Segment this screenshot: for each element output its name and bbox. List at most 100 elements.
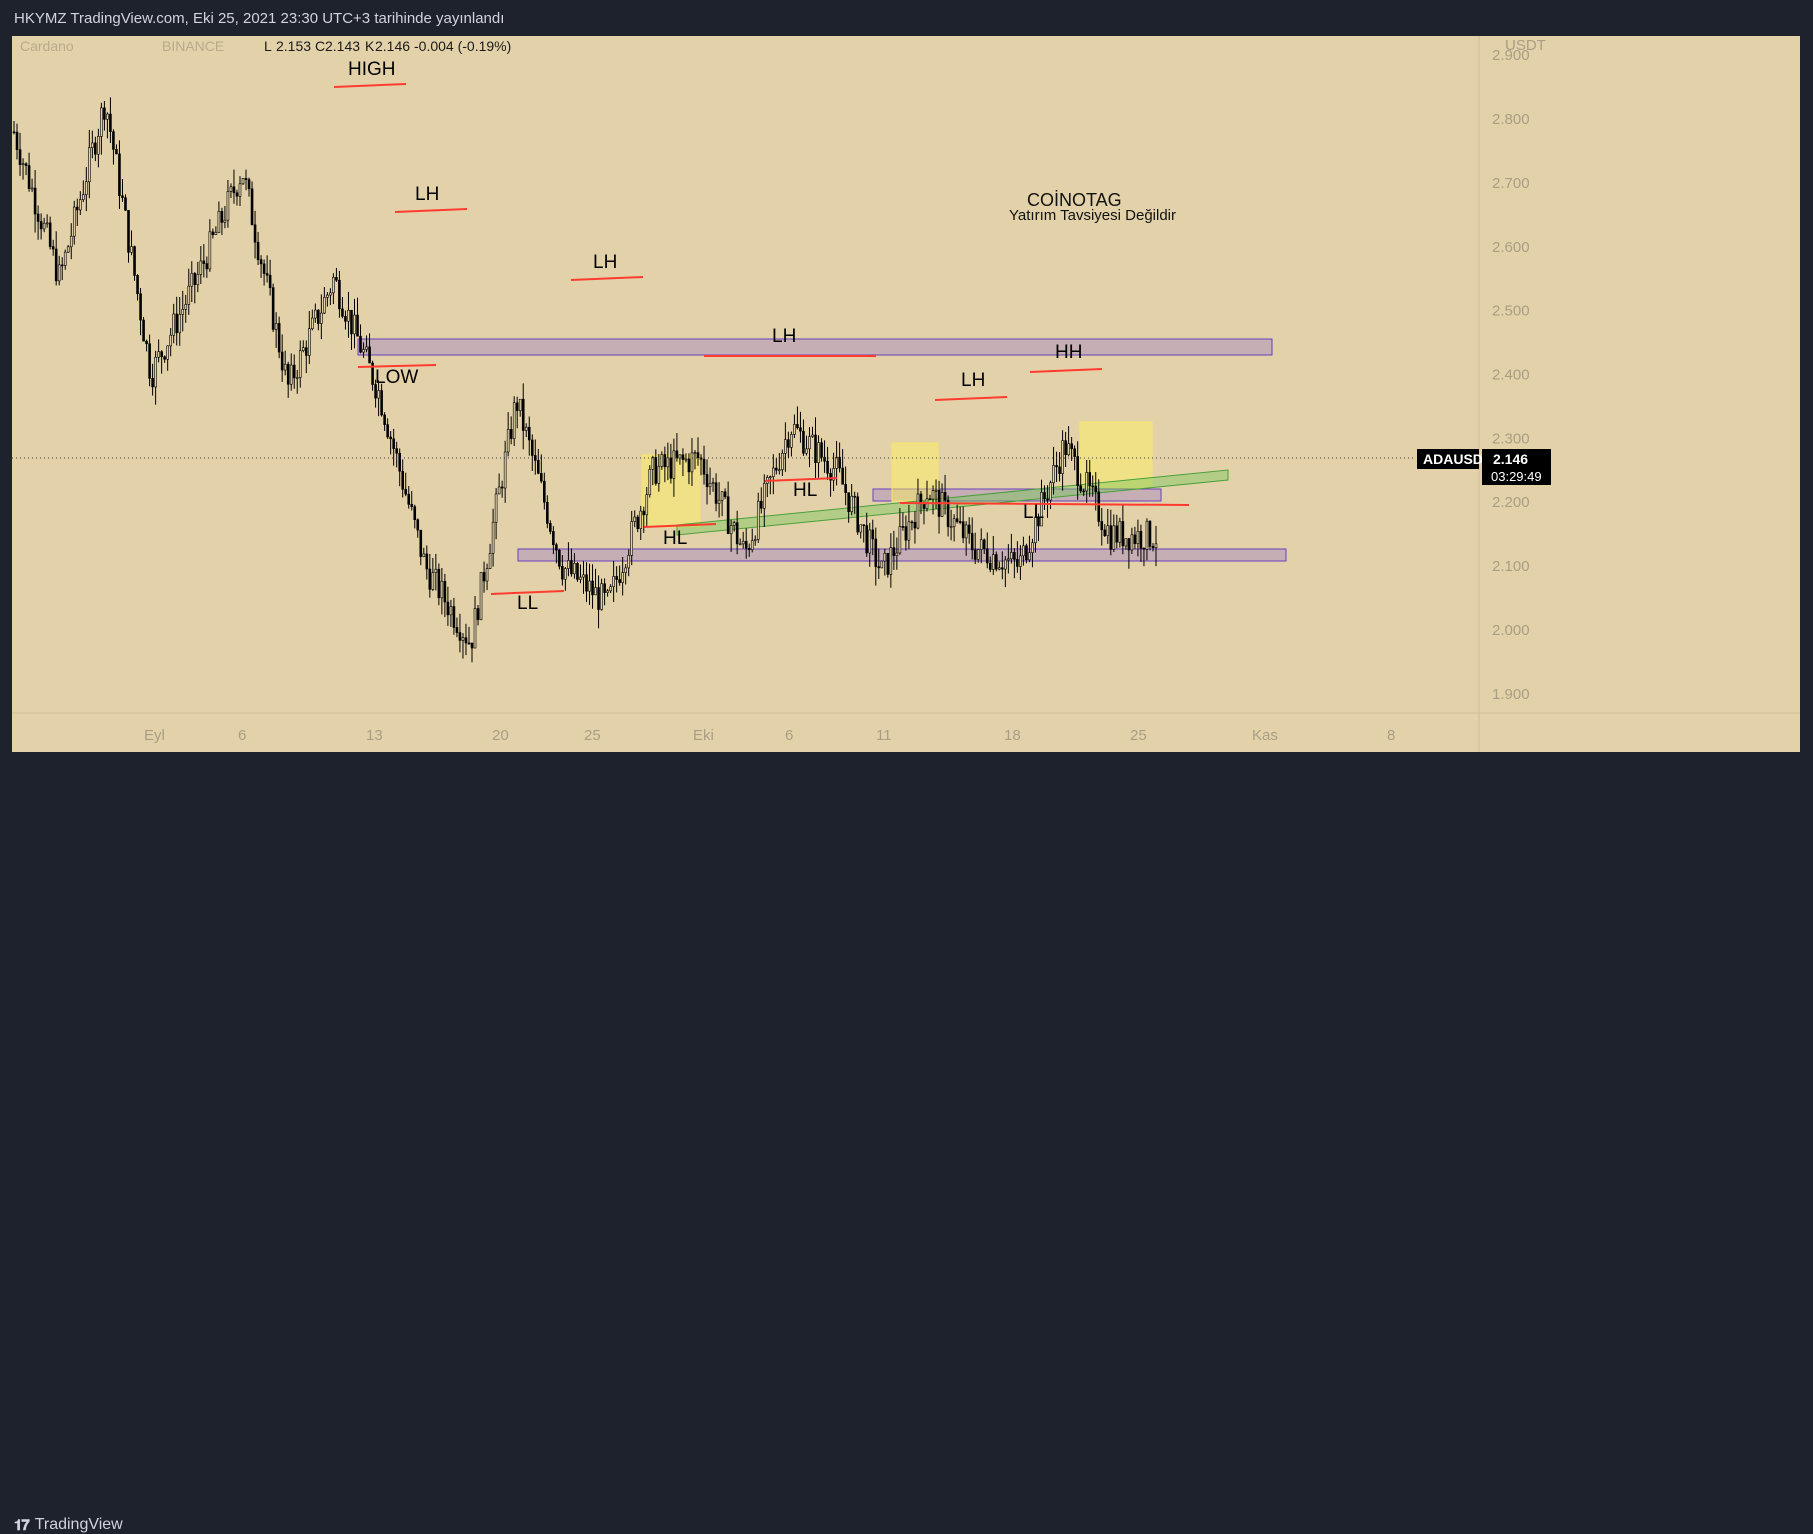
candle-body (714, 482, 718, 504)
candle-body (88, 147, 91, 183)
candle-body (708, 483, 712, 488)
label-ll-1: LL (517, 593, 538, 614)
candle-body (1022, 545, 1025, 557)
price-axis[interactable]: USDT 2.900 2.800 2.700 2.600 2.500 2.400 2.300… (1492, 37, 1546, 703)
candle-body (726, 496, 730, 534)
time-axis[interactable]: Eyl 6 13 20 25 Eki 6 11 18 25 Kas 8 (144, 727, 1395, 744)
candle-body (1004, 559, 1007, 570)
candle-body (416, 519, 420, 531)
legend-last-value: 2.146 (375, 38, 410, 54)
candle-body (425, 553, 429, 570)
candle-body (985, 548, 989, 564)
candle-body (741, 540, 745, 545)
candle-body (464, 637, 468, 644)
candle-body (952, 518, 956, 527)
candle-body (151, 377, 154, 388)
price-tick: 1.900 (1492, 686, 1530, 703)
candle-body (1073, 448, 1076, 457)
yellow-box-3[interactable] (1079, 421, 1153, 489)
candle-body (693, 452, 697, 454)
candle-body (172, 313, 175, 336)
candle-body (500, 486, 504, 489)
hl-level-line-2[interactable] (764, 477, 838, 482)
candle-body (868, 529, 872, 554)
candle-body (371, 362, 374, 385)
price-tick: 2.400 (1492, 367, 1530, 384)
legend-low-label: L (264, 38, 272, 54)
legend-last-label: K (365, 38, 375, 54)
lh-level-line-4[interactable] (934, 396, 1008, 401)
candle-body (1094, 485, 1098, 493)
candle-body (1049, 482, 1052, 501)
candle-body (187, 285, 191, 305)
candle-body (175, 313, 179, 334)
candle-body (787, 439, 790, 448)
hl-level-line-1[interactable] (643, 523, 717, 528)
countdown-badge (1482, 467, 1551, 485)
candle-body (612, 576, 615, 588)
ll-level-line-2[interactable] (899, 502, 1190, 506)
lh-level-line-2[interactable] (570, 276, 644, 281)
tradingview-brand[interactable]: 𝟏𝟕 TradingView (14, 1516, 123, 1534)
candle-body (298, 350, 302, 378)
candle-body (467, 642, 471, 645)
candle-body (1067, 443, 1070, 456)
low-level-line[interactable] (357, 364, 437, 368)
candle-body (479, 572, 483, 621)
candle-body (1115, 525, 1119, 543)
candle-body (335, 277, 338, 281)
candle-body (265, 273, 269, 276)
candle-body (907, 521, 911, 541)
candle-body (304, 347, 308, 356)
hh-level-line[interactable] (1029, 368, 1103, 373)
price-tick: 2.800 (1492, 111, 1530, 128)
candle-body (410, 504, 414, 507)
chart-svg[interactable]: HIGH LH LOW LH LL HL LH HL LH LL HH COİN… (12, 36, 1800, 752)
candle-body (1040, 492, 1043, 527)
time-tick: 25 (584, 727, 601, 744)
candle-body (672, 450, 676, 479)
candle-body (533, 455, 537, 461)
candle-body (214, 231, 218, 235)
candle-body (1076, 456, 1079, 486)
symbol-badge (1417, 449, 1479, 469)
candle-body (775, 467, 778, 471)
label-hl-2: HL (793, 480, 817, 501)
candle-body (419, 529, 423, 557)
candle-body (527, 426, 531, 441)
candle-body (1133, 534, 1137, 544)
candle-body (100, 107, 103, 137)
candle-body (838, 456, 841, 469)
candle-body (311, 317, 314, 330)
candle-body (45, 222, 49, 225)
label-high: HIGH (348, 59, 396, 80)
chart-pane[interactable]: HIGH LH LOW LH LL HL LH HL LH LL HH COİN… (12, 36, 1800, 752)
candle-body (1064, 440, 1067, 456)
candle-body (130, 246, 133, 253)
candle-body (21, 163, 25, 166)
price-tick: 2.000 (1492, 622, 1530, 639)
high-level-line[interactable] (333, 83, 407, 88)
resistance-zone[interactable] (357, 338, 1273, 356)
ll-level-line-1[interactable] (490, 590, 565, 595)
watermark-subtitle: Yatırım Tavsiyesi Değildir (1009, 207, 1176, 224)
candle-body (946, 499, 950, 527)
label-lh-3: LH (772, 326, 796, 347)
support-zone-lower[interactable] (517, 548, 1287, 562)
candle-body (784, 439, 787, 454)
candle-body (1055, 465, 1058, 468)
candle-body (603, 583, 606, 593)
candle-body (546, 501, 549, 524)
candle-body (57, 264, 61, 282)
price-badge: ADAUSDT 2.146 03:29:49 (1417, 449, 1551, 485)
lh-level-line-1[interactable] (394, 208, 468, 213)
yellow-box-2[interactable] (891, 442, 939, 502)
candle-body (178, 314, 182, 334)
candle-body (295, 377, 299, 379)
candle-body (564, 568, 567, 580)
candle-body (874, 538, 878, 567)
candle-body (979, 539, 983, 550)
candle-body (796, 424, 799, 429)
legend-exchange: BINANCE (162, 38, 224, 54)
candle-body (383, 414, 386, 425)
